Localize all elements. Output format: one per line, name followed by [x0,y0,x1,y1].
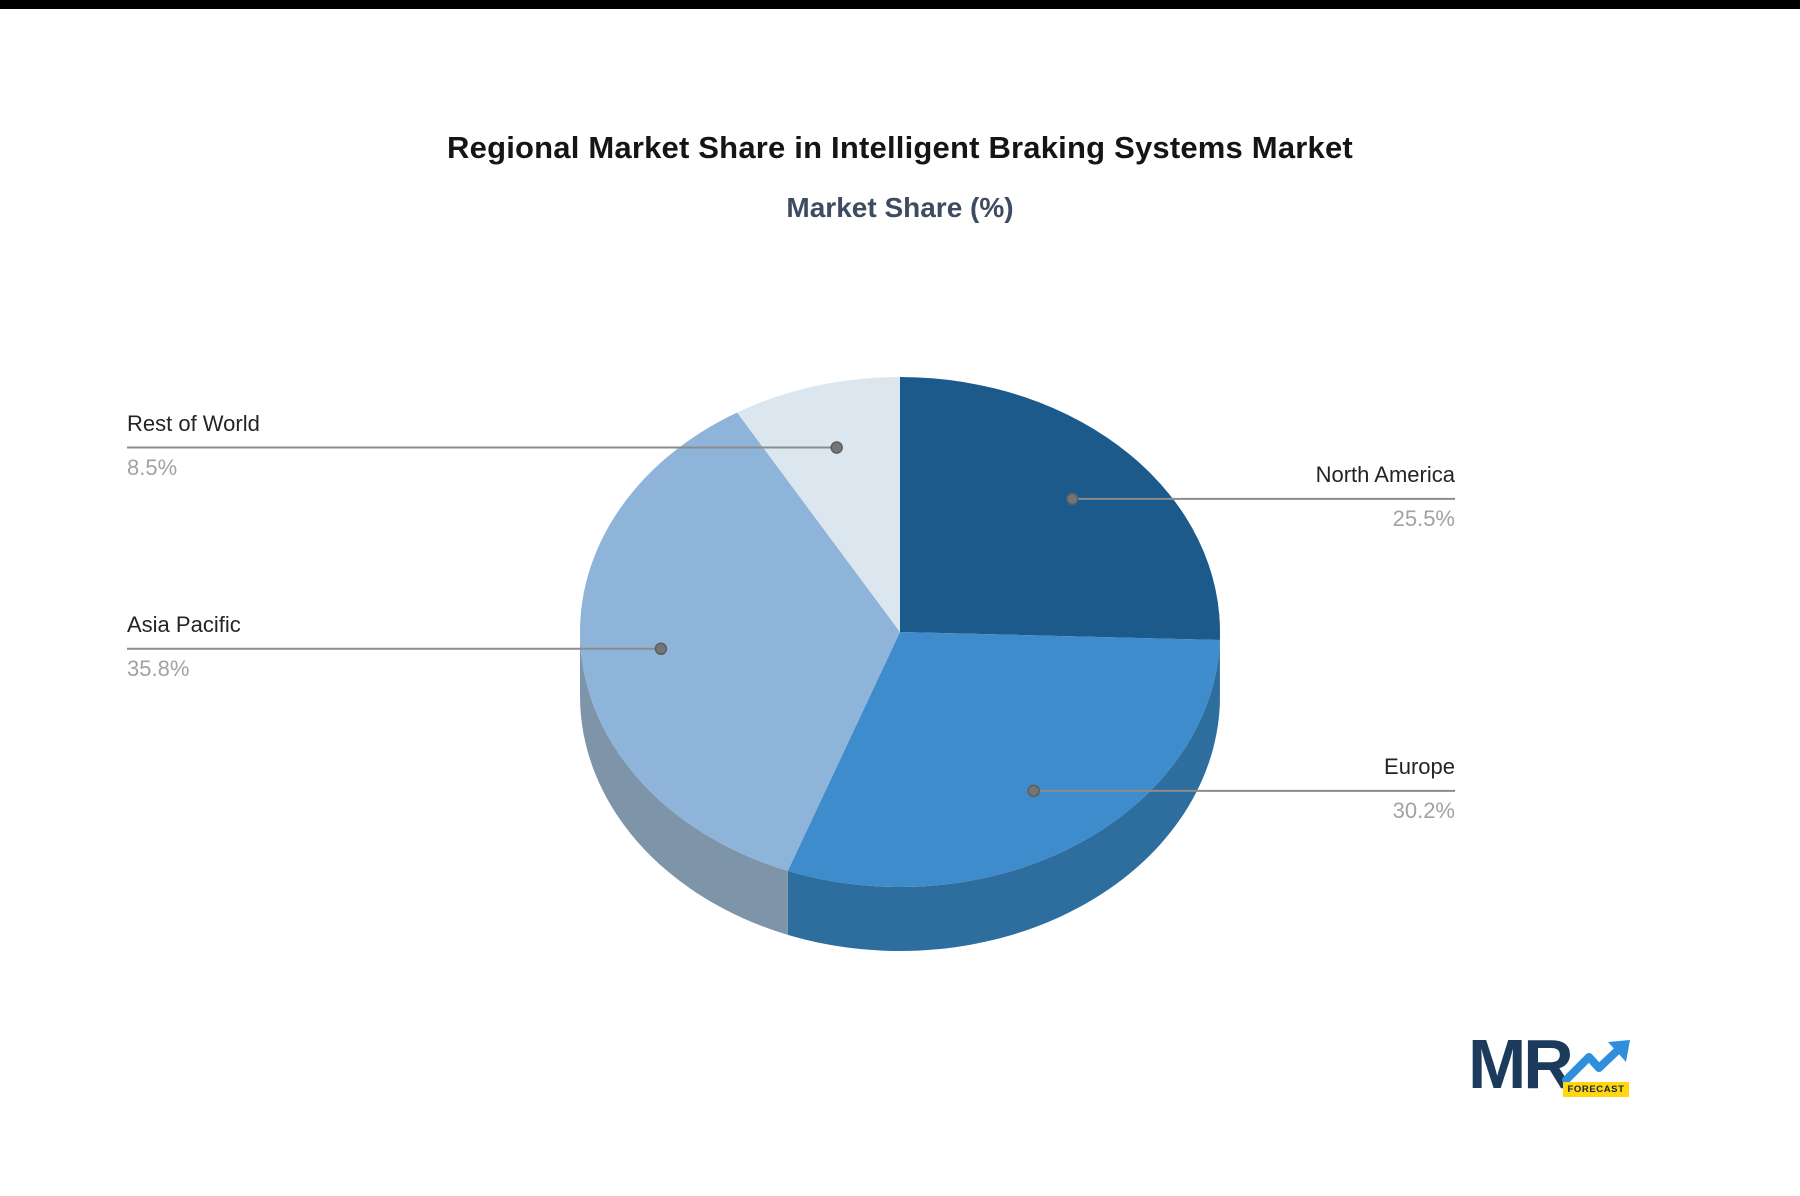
region-name: Asia Pacific [127,611,241,637]
logo-forecast-badge: FORECAST [1563,1082,1629,1097]
region-name: North America [1315,461,1455,487]
pie-slice-side-asia-pacific [580,632,788,935]
leader-dot [1066,492,1079,506]
pie-slice-europe [787,632,1220,887]
callout-asia-pacific: Asia Pacific 35.8% [127,608,467,682]
brand-logo: MR FORECAST [1468,1025,1648,1110]
trend-up-arrow-icon [1562,1040,1630,1084]
logo-mr-text: MR [1468,1025,1574,1103]
pie-slice-side-europe [787,640,1220,952]
region-name: Europe [1384,753,1455,779]
top-border-bar [0,0,1800,9]
region-percent: 25.5% [1392,505,1455,531]
pie-slice-north-america [900,377,1220,641]
pie-slice-asia-pacific [579,412,900,871]
region-name: Rest of World [127,410,260,436]
region-percent: 30.2% [1392,797,1455,823]
leader-dot [654,642,668,656]
callout-north-america: North America 25.5% [1115,458,1455,532]
region-percent: 35.8% [127,655,190,681]
region-percent: 8.5% [127,454,178,480]
leader-dot [1027,784,1040,798]
chart-title: Regional Market Share in Intelligent Bra… [447,130,1353,165]
leader-dot [830,441,843,454]
callout-rest-of-world: Rest of World 8.5% [127,407,467,481]
callout-europe: Europe 30.2% [1115,750,1455,824]
chart-subtitle: Market Share (%) [786,192,1014,223]
pie-slice-rest-of-world [737,377,900,632]
